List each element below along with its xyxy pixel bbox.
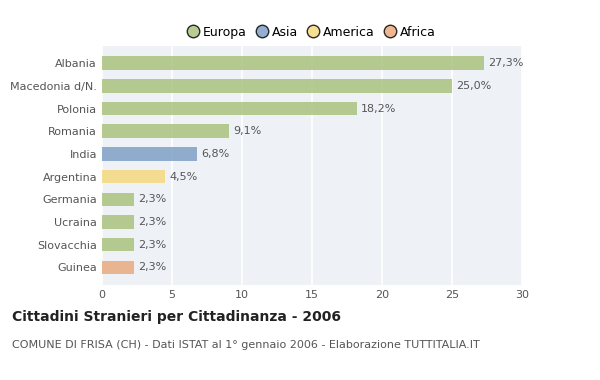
Text: COMUNE DI FRISA (CH) - Dati ISTAT al 1° gennaio 2006 - Elaborazione TUTTITALIA.I: COMUNE DI FRISA (CH) - Dati ISTAT al 1° … [12,340,480,350]
Text: 9,1%: 9,1% [233,126,262,136]
Text: 6,8%: 6,8% [202,149,230,159]
Text: 2,3%: 2,3% [139,240,167,250]
Text: 18,2%: 18,2% [361,104,397,114]
Text: Cittadini Stranieri per Cittadinanza - 2006: Cittadini Stranieri per Cittadinanza - 2… [12,310,341,324]
Text: 27,3%: 27,3% [488,58,524,68]
Bar [102,57,484,70]
Bar [102,193,134,206]
Text: 2,3%: 2,3% [139,262,167,272]
Legend: Europa, Asia, America, Africa: Europa, Asia, America, Africa [183,21,441,44]
Bar [102,102,357,116]
Text: 2,3%: 2,3% [139,217,167,227]
Bar [102,79,452,93]
Bar [102,215,134,229]
Text: 25,0%: 25,0% [456,81,491,91]
Bar [102,147,197,161]
Bar [102,261,134,274]
Bar [102,125,229,138]
Bar [102,238,134,252]
Text: 2,3%: 2,3% [139,194,167,204]
Bar [102,170,165,184]
Text: 4,5%: 4,5% [169,172,197,182]
